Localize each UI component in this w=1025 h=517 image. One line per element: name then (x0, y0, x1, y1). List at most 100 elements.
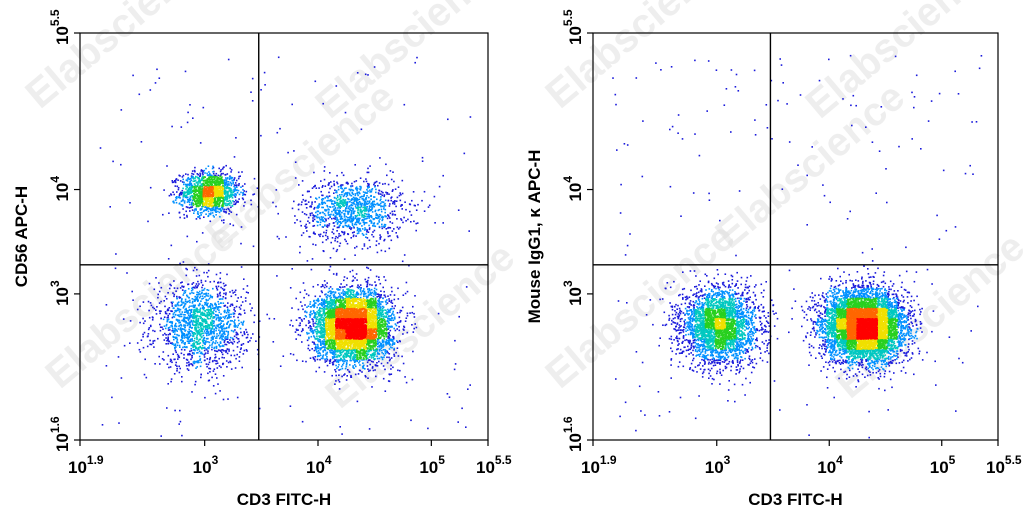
event-point (183, 324, 185, 326)
event-point (306, 306, 308, 308)
event-point (218, 292, 221, 295)
event-point (202, 308, 205, 311)
event-point (353, 200, 356, 202)
event-point (351, 269, 354, 272)
event-point (231, 193, 233, 196)
event-point (188, 364, 190, 367)
event-point (376, 296, 378, 298)
event-point (197, 326, 199, 328)
event-point (338, 388, 341, 390)
event-point (324, 359, 326, 361)
event-point (300, 330, 303, 333)
event-point (328, 223, 331, 225)
event-point (208, 358, 211, 361)
event-point (232, 349, 235, 352)
event-point (173, 338, 175, 341)
event-point (346, 201, 348, 204)
event-point (393, 343, 396, 345)
event-point (203, 356, 206, 358)
event-point (225, 179, 227, 181)
event-point (356, 187, 359, 190)
event-point (463, 152, 466, 155)
event-point (191, 201, 193, 204)
event-point (380, 196, 382, 198)
event-point (374, 281, 376, 283)
event-point (391, 346, 393, 349)
event-point (212, 341, 214, 343)
event-point (227, 316, 230, 318)
event-point (338, 381, 341, 383)
event-point (199, 208, 202, 210)
event-point (230, 169, 233, 171)
event-point (349, 216, 352, 218)
event-point (195, 327, 198, 329)
event-point (221, 298, 224, 300)
event-point (182, 187, 184, 190)
event-point (191, 340, 194, 342)
event-point (224, 297, 227, 300)
event-point (193, 308, 195, 311)
event-point (319, 331, 322, 334)
event-point (203, 169, 206, 172)
event-point (223, 200, 225, 202)
event-point (319, 340, 321, 343)
event-point (413, 220, 415, 223)
event-point (347, 197, 349, 200)
event-point (192, 175, 194, 178)
event-point (180, 200, 183, 203)
event-point (249, 339, 251, 342)
event-point (354, 354, 357, 357)
event-point (380, 290, 382, 292)
event-point (132, 74, 134, 77)
event-point (392, 310, 394, 313)
event-point (181, 319, 183, 322)
event-point (324, 330, 327, 333)
event-point (184, 303, 187, 305)
event-point (367, 200, 369, 203)
event-point (173, 373, 176, 375)
event-point (373, 222, 376, 224)
event-point (235, 334, 238, 336)
event-point (235, 201, 238, 203)
event-point (353, 210, 356, 212)
event-point (202, 347, 204, 349)
event-point (199, 338, 201, 341)
event-point (320, 326, 322, 328)
event-point (221, 206, 223, 209)
event-point (391, 214, 394, 216)
event-point (373, 66, 376, 68)
event-point (216, 296, 219, 298)
event-point (174, 185, 177, 187)
event-point (187, 316, 189, 319)
event-point (188, 197, 191, 200)
event-point (201, 332, 203, 335)
event-point (373, 229, 376, 232)
event-point (363, 202, 366, 204)
event-point (355, 273, 358, 275)
event-point (382, 216, 384, 218)
event-point (378, 242, 380, 245)
event-point (320, 290, 323, 292)
event-point (190, 319, 193, 322)
event-point (313, 329, 315, 332)
event-point (232, 224, 235, 227)
event-point (199, 333, 201, 335)
event-point (250, 199, 252, 202)
event-point (289, 287, 292, 289)
event-point (351, 224, 354, 226)
event-point (204, 296, 206, 298)
event-point (149, 343, 151, 346)
event-point (129, 342, 131, 344)
event-point (388, 373, 391, 375)
event-point (173, 311, 176, 314)
event-point (207, 341, 209, 343)
event-point (387, 337, 389, 339)
event-point (392, 319, 395, 321)
event-point (338, 210, 341, 213)
event-point (313, 341, 315, 344)
event-point (413, 316, 416, 318)
event-point (214, 174, 216, 177)
event-point (196, 337, 198, 339)
event-point (328, 300, 331, 303)
event-point (350, 374, 352, 377)
